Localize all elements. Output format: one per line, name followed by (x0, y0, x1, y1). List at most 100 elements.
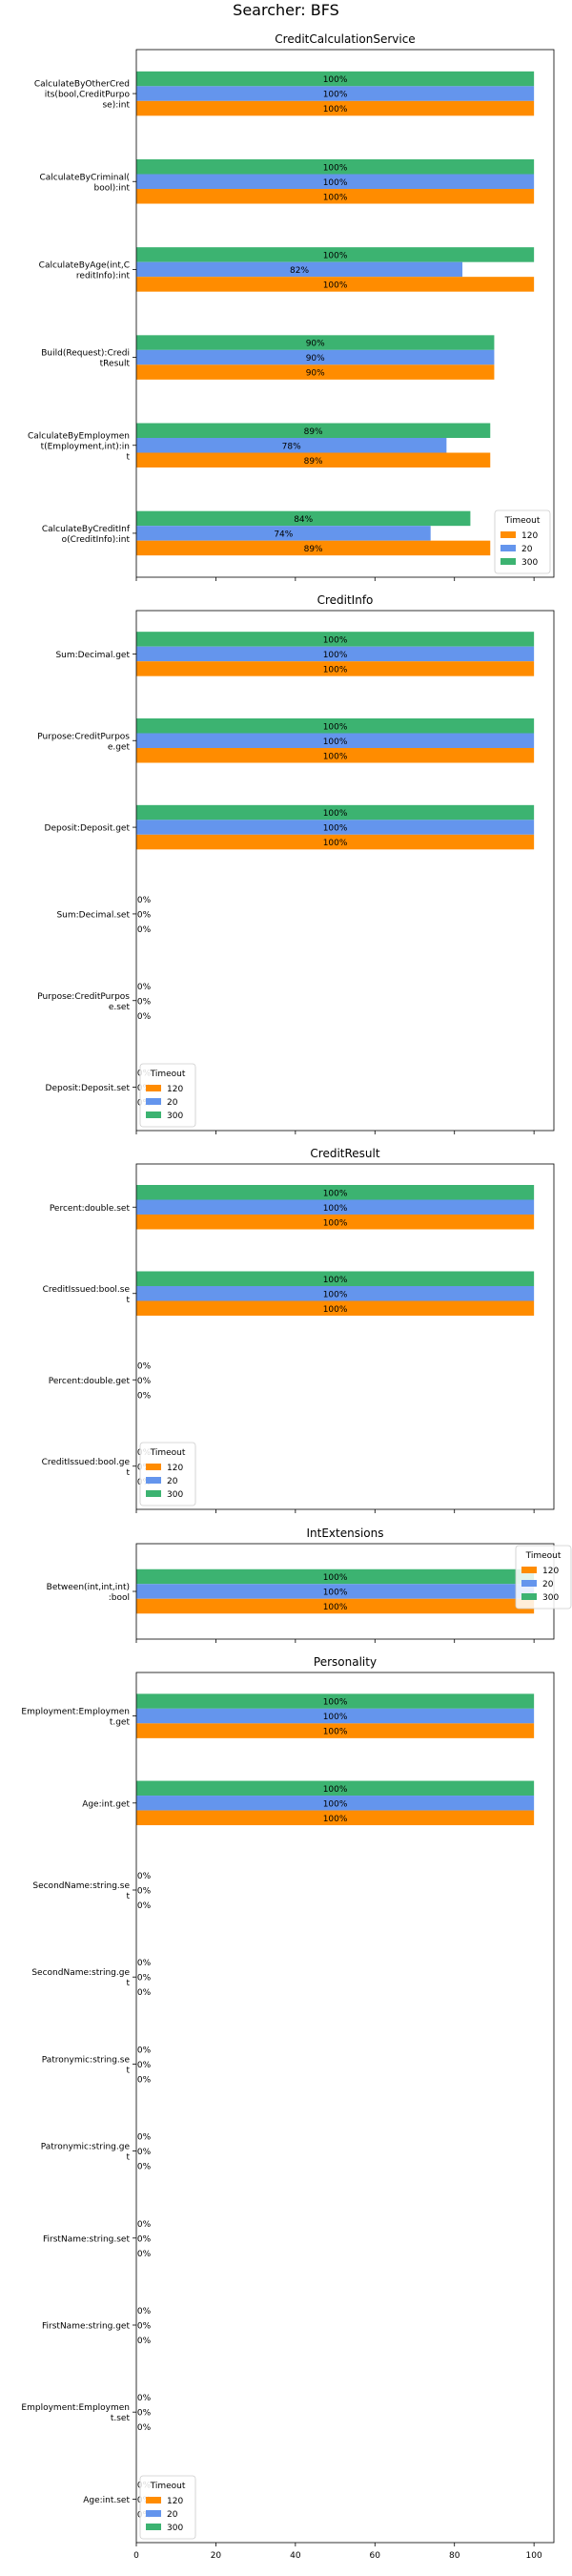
category-label: Purpose:CreditPurpos e.set (37, 992, 130, 1012)
bar-20 (136, 733, 535, 748)
bar-label: 89% (304, 427, 323, 437)
category-label-line: :bool (109, 1593, 130, 1603)
bar-label: 100% (323, 251, 348, 260)
bar-label: 0% (137, 2234, 152, 2244)
subplot-3: CreditResult 100% 100% 100% Percent:double.s… (42, 1147, 555, 1513)
bar-label: 0% (137, 2075, 152, 2085)
subplot-title: CreditInfo (317, 593, 374, 607)
bar-120 (136, 661, 535, 676)
bar-label: 100% (323, 1799, 348, 1809)
legend-swatch-120 (146, 1464, 161, 1470)
axes-frame (135, 1672, 555, 2544)
legend-entry: 300 (542, 1593, 559, 1603)
category-label: Age:int.get (82, 1799, 130, 1809)
bar-120 (136, 364, 495, 380)
category-label-line: Purpose:CreditPurpos (37, 992, 130, 1002)
bar-label: 0% (137, 896, 152, 905)
bar-label: 0% (137, 1901, 152, 1911)
legend: Timeout 120 20 300 (494, 509, 551, 574)
category-label-line: Deposit:Deposit.get (45, 824, 131, 834)
bar-label: 0% (137, 2163, 152, 2172)
bar-300 (136, 423, 491, 438)
category-label-line: t (126, 1979, 130, 1988)
bar-group: 0% 0% 0% Patronymic:string.ge t (41, 2133, 152, 2172)
bar-300 (136, 510, 471, 527)
bar-label: 0% (137, 1012, 152, 1022)
bar-300 (136, 335, 495, 350)
legend-entry: 300 (521, 558, 538, 568)
bar-label: 100% (323, 1305, 348, 1315)
bar-group: 90% 90% 90% Build(Request):Credi tResult (41, 335, 495, 380)
bar-300 (136, 1780, 535, 1797)
category-label-line: se):int (102, 101, 130, 111)
bar-label: 0% (137, 1391, 152, 1401)
category-label-line: SecondName:string.se (32, 1881, 130, 1891)
legend-swatch-20 (521, 1580, 537, 1587)
bar-label: 100% (323, 665, 348, 675)
legend: Timeout 120 20 300 (515, 1545, 572, 1610)
bar-label: 100% (323, 193, 348, 202)
category-label-line: CalculateByCriminal( (39, 173, 130, 182)
category-label: CalculateByEmploymen t(Employment,int):in… (28, 431, 131, 462)
legend: Timeout 120 20 300 (139, 1442, 196, 1506)
bar-20 (136, 1286, 535, 1301)
bar-label: 0% (137, 2423, 152, 2433)
legend-swatch-300 (500, 558, 516, 565)
legend-entry: 120 (521, 531, 538, 541)
category-label: SecondName:string.se t (32, 1881, 130, 1901)
category-label-line: Employment:Employmen (21, 1708, 130, 1717)
bar-label: 89% (304, 545, 323, 554)
bar-label: 0% (137, 2322, 152, 2332)
bar-label: 0% (137, 1887, 152, 1897)
bar-300 (136, 71, 535, 87)
category-label-line: t(Employment,int):in (41, 442, 130, 451)
legend-swatch-20 (146, 1477, 161, 1484)
bar-label: 89% (304, 457, 323, 467)
category-label-line: t (126, 2066, 130, 2075)
legend-swatch-20 (146, 1098, 161, 1105)
category-label: Employment:Employmen t.get (21, 1708, 130, 1728)
category-label-line: Age:int.get (82, 1799, 130, 1809)
category-label: Build(Request):Credi tResult (41, 349, 130, 369)
legend-swatch-300 (521, 1593, 537, 1600)
bar-120 (136, 1810, 535, 1826)
category-label-line: Age:int.set (83, 2496, 130, 2505)
category-label-line: Patronymic:string.ge (41, 2143, 131, 2152)
legend-swatch-120 (521, 1567, 537, 1573)
bar-group: 0% 0% 0% FirstName:string.get (42, 2307, 152, 2346)
bar-label: 100% (323, 1589, 348, 1598)
bar-label: 0% (137, 2061, 152, 2070)
category-label-line: bool):int (93, 183, 130, 193)
x-tick-label: 60 (370, 2551, 381, 2561)
bar-label: 100% (323, 809, 348, 819)
category-label: CreditIssued:bool.ge t (42, 1458, 131, 1478)
bar-label: 0% (137, 2337, 152, 2346)
category-label-line: Percent:double.set (50, 1204, 131, 1214)
category-label-line: FirstName:string.get (42, 2322, 130, 2332)
bar-20 (136, 349, 495, 365)
category-label: Deposit:Deposit.set (46, 1084, 131, 1093)
category-label: CalculateByCriminal(bool):int (39, 173, 130, 193)
bar-label: 100% (323, 1189, 348, 1198)
category-label-line: SecondName:string.ge (31, 1968, 130, 1978)
bar-label: 100% (323, 1218, 348, 1228)
bar-label: 100% (323, 1204, 348, 1214)
bar-label: 0% (137, 983, 152, 992)
subplot-5: Personality 100% 100% 100% Employment:Employ… (21, 1655, 555, 2561)
bar-group: 100% 100% 100% Between(int,int,int):bool (47, 1568, 535, 1614)
category-label-line: t (126, 2153, 130, 2163)
bar-20 (136, 1796, 535, 1811)
legend-entry: 300 (167, 1111, 183, 1121)
category-label-line: Percent:double.get (49, 1377, 131, 1386)
category-label: Deposit:Deposit.get (45, 824, 131, 834)
category-label: Patronymic:string.ge t (41, 2143, 131, 2163)
bar-label: 0% (137, 2133, 152, 2143)
category-label-line: t (126, 1296, 130, 1305)
bar-group: 100% 100% 100% Employment:Employmen t.get (21, 1693, 535, 1738)
bar-group: 0% 0% 0% Sum:Decimal.set (56, 896, 151, 935)
bar-20 (136, 438, 447, 453)
category-label: Sum:Decimal.set (56, 910, 130, 920)
category-label-line: CalculateByOtherCred (34, 80, 130, 90)
subplot-title: Personality (314, 1655, 377, 1669)
category-label-line: reditInfo):int (76, 271, 131, 280)
